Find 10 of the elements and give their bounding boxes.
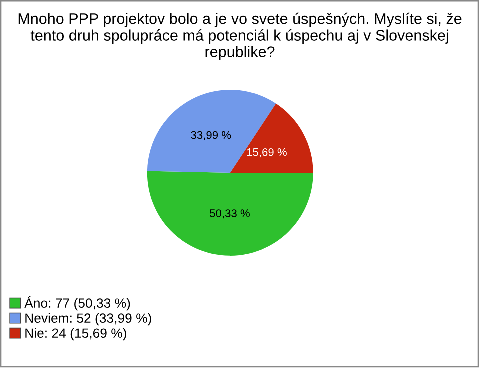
pie-slice xyxy=(230,104,314,173)
data-label: 50,33 % xyxy=(210,210,250,219)
pie-slice xyxy=(147,171,314,256)
data-label: 15,69 % xyxy=(247,148,287,158)
data-label: 33,99 % xyxy=(191,131,232,141)
pie-slice xyxy=(147,90,276,173)
legend-label: Áno: 77 (50,33 %) xyxy=(24,296,130,311)
legend-label: Nie: 24 (15,69 %) xyxy=(26,328,126,341)
chart-title: Mnoho PPP projektov bolo a je vo svete úspešných. Myslíte si, že tento druh spolupráce má potenciál k úspechu aj v Slovenskej republike? xyxy=(18,12,462,60)
legend-label: Neviem: 52 (33,99 %) xyxy=(26,313,152,326)
